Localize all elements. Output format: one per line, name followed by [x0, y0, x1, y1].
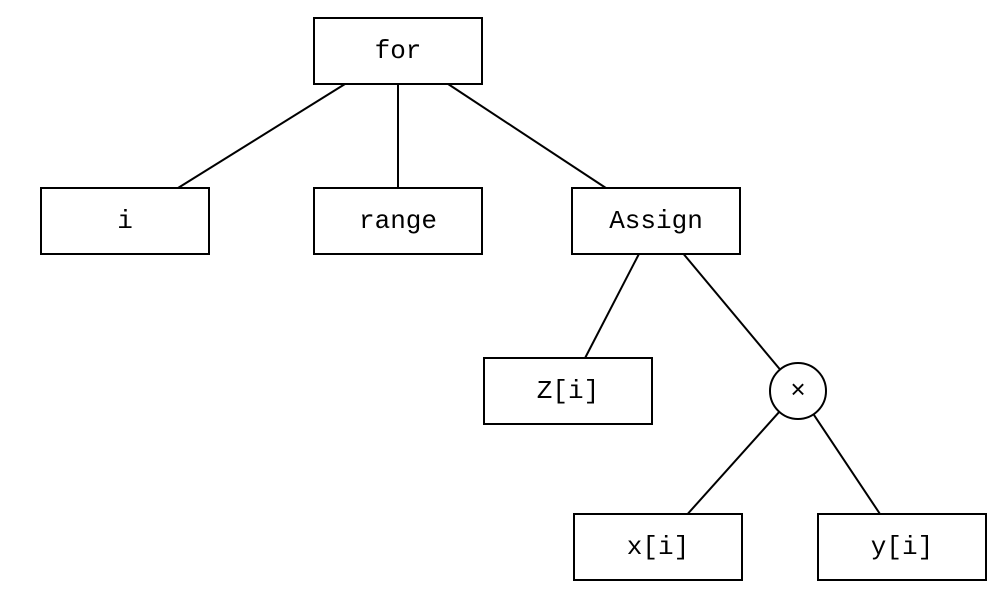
edge-assign-zi: [585, 254, 639, 358]
node-range: range: [314, 188, 482, 254]
node-yi-label: y[i]: [871, 532, 933, 562]
node-zi: Z[i]: [484, 358, 652, 424]
edge-assign-mul: [684, 254, 780, 370]
node-yi: y[i]: [818, 514, 986, 580]
node-mul: ×: [770, 363, 826, 419]
edges-layer: [178, 84, 880, 514]
node-i: i: [41, 188, 209, 254]
node-xi: x[i]: [574, 514, 742, 580]
node-range-label: range: [359, 206, 437, 236]
node-assign: Assign: [572, 188, 740, 254]
ast-tree-diagram: for i range Assign Z[i] × x[i] y[i]: [0, 0, 1000, 616]
node-mul-label: ×: [790, 376, 806, 406]
nodes-layer: for i range Assign Z[i] × x[i] y[i]: [41, 18, 986, 580]
edge-for-assign: [448, 84, 606, 188]
node-i-label: i: [117, 206, 133, 236]
node-for-label: for: [375, 36, 422, 66]
edge-mul-xi: [688, 412, 780, 514]
node-zi-label: Z[i]: [537, 376, 599, 406]
edge-for-i: [178, 84, 345, 188]
node-for: for: [314, 18, 482, 84]
edge-mul-yi: [814, 414, 880, 514]
node-xi-label: x[i]: [627, 532, 689, 562]
node-assign-label: Assign: [609, 206, 703, 236]
